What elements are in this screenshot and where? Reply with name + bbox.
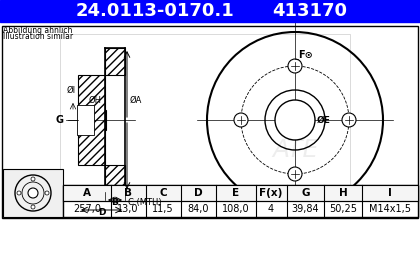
Text: C (MTH): C (MTH) <box>128 198 162 207</box>
Bar <box>105 48 125 75</box>
Bar <box>105 165 125 192</box>
Circle shape <box>342 113 356 127</box>
Text: ATE: ATE <box>272 138 318 162</box>
Bar <box>77 105 94 135</box>
Text: D: D <box>194 188 202 198</box>
Bar <box>78 75 105 165</box>
Bar <box>2 26 418 218</box>
Text: 413170: 413170 <box>273 2 347 20</box>
Text: B: B <box>112 198 118 207</box>
Text: B: B <box>124 188 132 198</box>
Text: A: A <box>83 188 91 198</box>
Circle shape <box>288 167 302 181</box>
Circle shape <box>31 177 35 181</box>
Bar <box>63 185 418 201</box>
Circle shape <box>28 188 38 198</box>
Circle shape <box>275 100 315 140</box>
Text: G: G <box>301 188 310 198</box>
Text: E: E <box>232 188 239 198</box>
Text: Illustration similar: Illustration similar <box>3 32 73 41</box>
Bar <box>0 0 420 22</box>
Text: G: G <box>55 115 63 125</box>
Text: H: H <box>339 188 347 198</box>
Text: C: C <box>159 188 167 198</box>
Circle shape <box>31 205 35 209</box>
Circle shape <box>17 191 21 195</box>
Text: F(x): F(x) <box>260 188 283 198</box>
Text: 24.0113-0170.1: 24.0113-0170.1 <box>76 2 234 20</box>
Circle shape <box>288 59 302 73</box>
Bar <box>105 110 106 130</box>
Text: D: D <box>98 208 105 217</box>
Text: 50,25: 50,25 <box>329 204 357 214</box>
Text: ØA: ØA <box>130 95 142 104</box>
Text: Abbildung ähnlich: Abbildung ähnlich <box>3 26 72 35</box>
Text: 108,0: 108,0 <box>222 204 249 214</box>
Text: 257,0: 257,0 <box>73 204 101 214</box>
Text: ØE: ØE <box>317 115 331 125</box>
Text: 13,0: 13,0 <box>117 204 139 214</box>
Bar <box>3 169 63 217</box>
Text: 11,5: 11,5 <box>152 204 174 214</box>
Bar <box>78 75 105 165</box>
Text: 39,84: 39,84 <box>291 204 319 214</box>
Text: M14x1,5: M14x1,5 <box>369 204 411 214</box>
Text: ØH: ØH <box>89 95 102 104</box>
Bar <box>63 185 418 217</box>
Text: 84,0: 84,0 <box>187 204 209 214</box>
Text: F⊙: F⊙ <box>298 50 313 60</box>
Text: ØI: ØI <box>67 86 76 95</box>
Text: I: I <box>388 188 392 198</box>
Circle shape <box>234 113 248 127</box>
Bar <box>60 34 350 212</box>
Circle shape <box>45 191 49 195</box>
Text: 4: 4 <box>268 204 274 214</box>
